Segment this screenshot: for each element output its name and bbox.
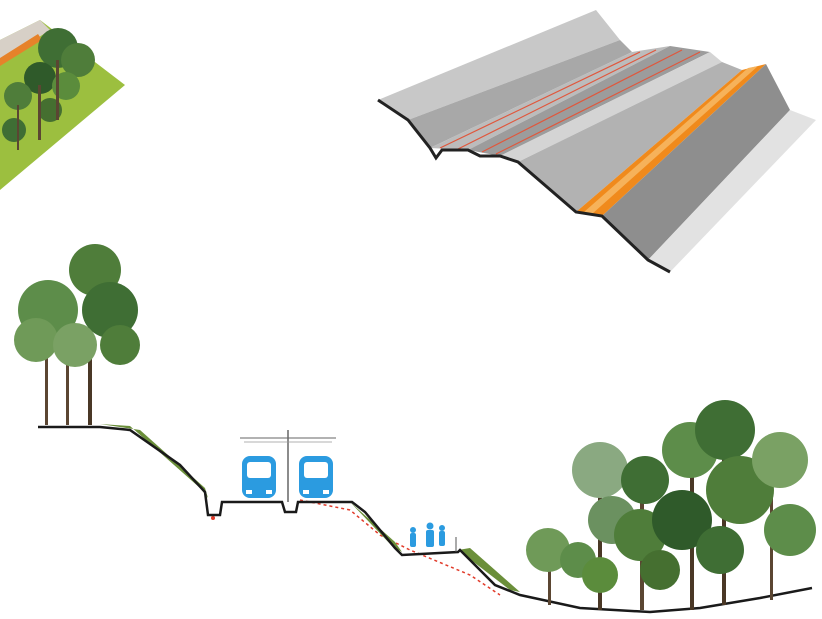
cross-section-svg [14, 244, 816, 614]
left-tree-group [14, 244, 140, 425]
embankment-vignette [0, 0, 130, 200]
section-profile-edge [377, 98, 671, 274]
left-top-surface [378, 10, 620, 120]
rail-line-1 [439, 51, 641, 149]
right-wall [602, 64, 790, 260]
drain-pipe [299, 499, 501, 596]
concrete-channel-svg [377, 10, 816, 274]
cross-section-diagram [0, 230, 822, 619]
right-grass-slope [458, 548, 520, 592]
embankment-vignette-svg [0, 20, 125, 190]
rail-line-2 [455, 49, 657, 151]
trees-cluster [2, 28, 95, 150]
left-grass-slope [100, 424, 208, 498]
drain-point [211, 516, 215, 520]
ledge [500, 52, 722, 162]
catenary-mast-icon [240, 430, 336, 502]
orange-lane-stripe [584, 66, 758, 214]
tram-front-icon [299, 456, 333, 498]
right-forest [526, 400, 816, 610]
right-top-surface [648, 110, 816, 272]
rail-line-3 [481, 49, 683, 153]
pedestrian-icon [410, 522, 445, 547]
middle-slope [518, 62, 742, 212]
rail-line-4 [495, 51, 701, 155]
left-wall [408, 40, 632, 148]
tram-front-icon [242, 456, 276, 498]
concrete-channel-diagram [370, 0, 822, 280]
orange-lane [0, 34, 42, 66]
ground-profile [38, 425, 813, 614]
